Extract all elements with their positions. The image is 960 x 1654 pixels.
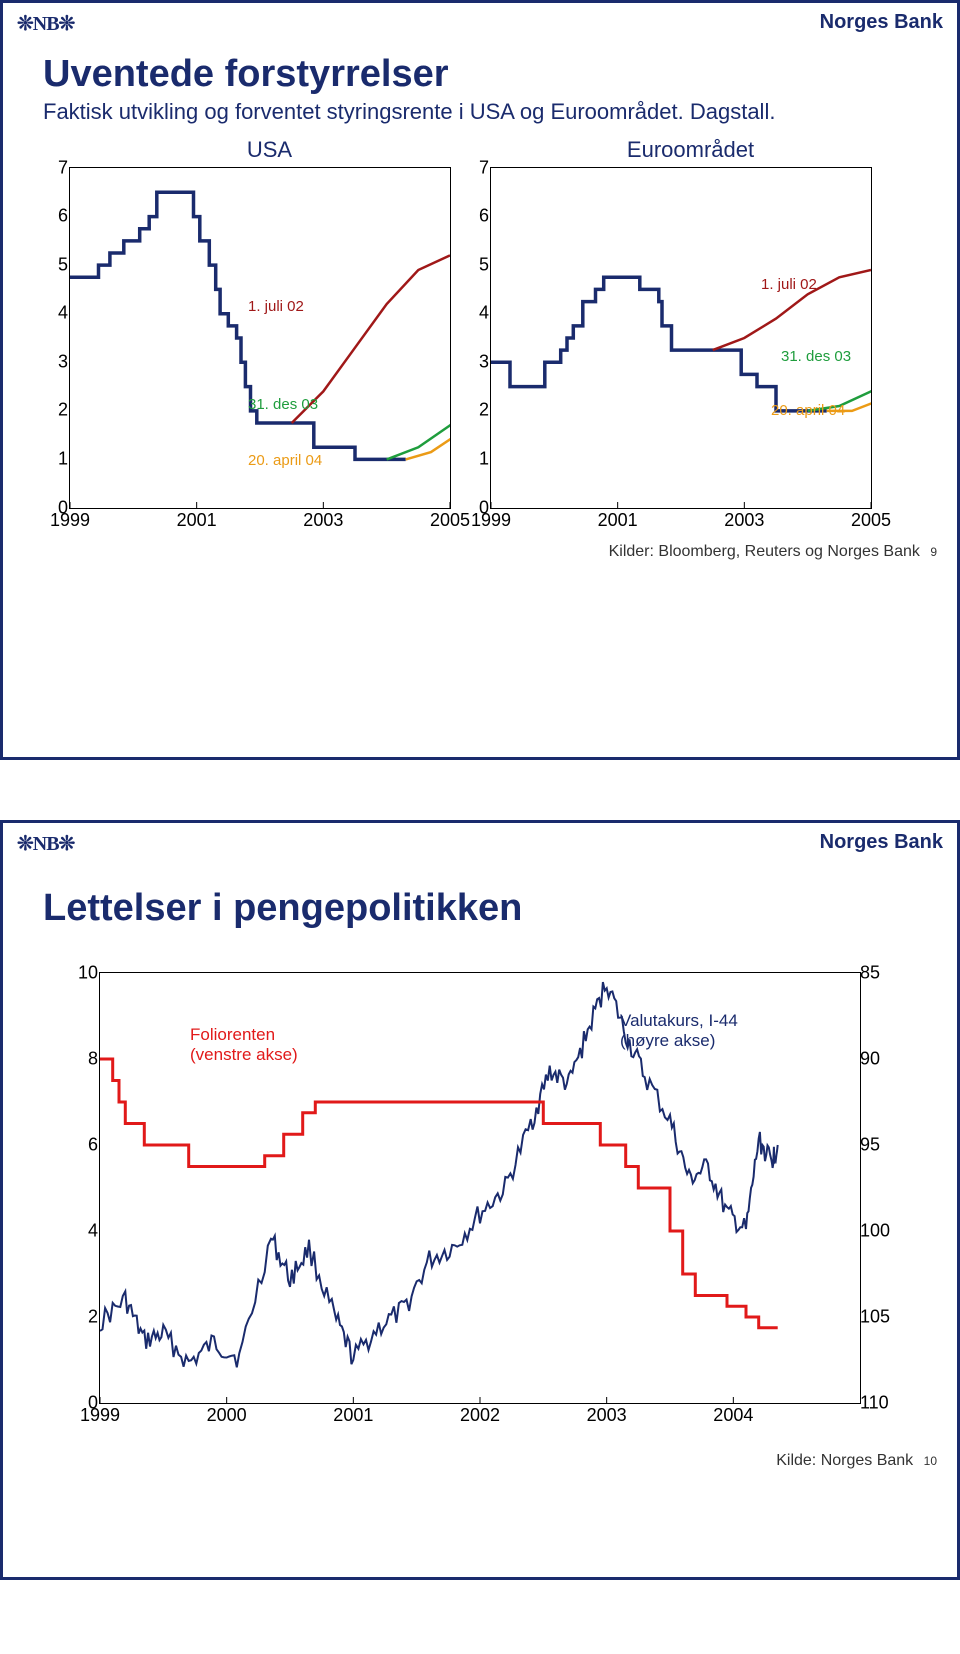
y-tick-label: 8 [74,1049,98,1070]
y-tick-label: 6 [74,1135,98,1156]
x-tick-label: 2003 [303,510,343,531]
slide-1: ❊NB❊ Norges Bank Uventede forstyrrelser … [0,0,960,760]
y-tick-label: 7 [465,157,489,178]
x-tick-label: 2000 [207,1405,247,1426]
chart-usa-title: USA [69,137,470,163]
chart-monetary-easing: 0246810 859095100105110 1999200020012002… [99,972,861,1404]
source-text: Kilder: Bloomberg, Reuters og Norges Ban… [609,543,920,560]
y-tick-label: 5 [44,254,68,275]
series-legend: 31. des 03 [248,396,318,413]
y-tick-label: 1 [44,449,68,470]
x-tick-label: 2001 [333,1405,373,1426]
y-right-tick-label: 105 [860,1307,894,1328]
series-legend: 1. juli 02 [761,276,817,293]
nb-logo: ❊NB❊ [17,11,74,36]
x-tick-label: 2003 [587,1405,627,1426]
slide-header: ❊NB❊ Norges Bank [3,3,957,47]
x-tick-label: 1999 [80,1405,120,1426]
series-legend: 20. april 04 [771,402,845,419]
y-right-tick-label: 85 [860,963,894,984]
y-tick-label: 2 [74,1307,98,1328]
x-tick-label: 2004 [713,1405,753,1426]
chart-euro-title: Euroområdet [490,137,891,163]
y-right-tick-label: 90 [860,1049,894,1070]
chart-usa: 01234567 1999200120032005 1. juli 0231. … [69,167,451,509]
y-tick-label: 7 [44,157,68,178]
y-right-tick-label: 110 [860,1393,894,1414]
x-tick-label: 1999 [471,510,511,531]
bank-label: Norges Bank [820,831,943,854]
y-tick-label: 5 [465,254,489,275]
y-tick-label: 10 [74,963,98,984]
series-legend: 20. april 04 [248,452,322,469]
series-legend: 1. juli 02 [248,298,304,315]
charts-row: USA 01234567 1999200120032005 1. juli 02… [3,127,957,509]
x-tick-label: 2003 [724,510,764,531]
x-tick-label: 2002 [460,1405,500,1426]
y-tick-label: 3 [465,351,489,372]
x-tick-label: 2001 [598,510,638,531]
chart-euro: 01234567 1999200120032005 1. juli 0231. … [490,167,872,509]
y-tick-label: 4 [74,1221,98,1242]
x-tick-label: 2001 [177,510,217,531]
series-legend: Valutakurs, I-44(høyre akse) [620,1011,738,1050]
y-right-tick-label: 95 [860,1135,894,1156]
y-tick-label: 1 [465,449,489,470]
series-legend: 31. des 03 [781,348,851,365]
page-number: 10 [924,1454,937,1468]
x-tick-label: 2005 [851,510,891,531]
y-tick-label: 4 [44,303,68,324]
slide1-title: Uventede forstyrrelser [43,53,917,96]
y-tick-label: 6 [465,206,489,227]
series-legend: Foliorenten(venstre akse) [190,1025,298,1064]
page-number: 9 [930,545,937,559]
slide1-subtitle: Faktisk utvikling og forventet styringsr… [43,98,917,127]
slide-2: ❊NB❊ Norges Bank Lettelser i pengepoliti… [0,820,960,1580]
y-tick-label: 6 [44,206,68,227]
slide2-title: Lettelser i pengepolitikken [43,887,917,930]
y-tick-label: 4 [465,303,489,324]
y-tick-label: 2 [465,400,489,421]
nb-logo: ❊NB❊ [17,831,74,856]
bank-label: Norges Bank [820,11,943,34]
y-tick-label: 2 [44,400,68,421]
y-right-tick-label: 100 [860,1221,894,1242]
y-tick-label: 3 [44,351,68,372]
x-tick-label: 1999 [50,510,90,531]
slide-header: ❊NB❊ Norges Bank [3,823,957,867]
source-text: Kilde: Norges Bank [776,1452,913,1469]
